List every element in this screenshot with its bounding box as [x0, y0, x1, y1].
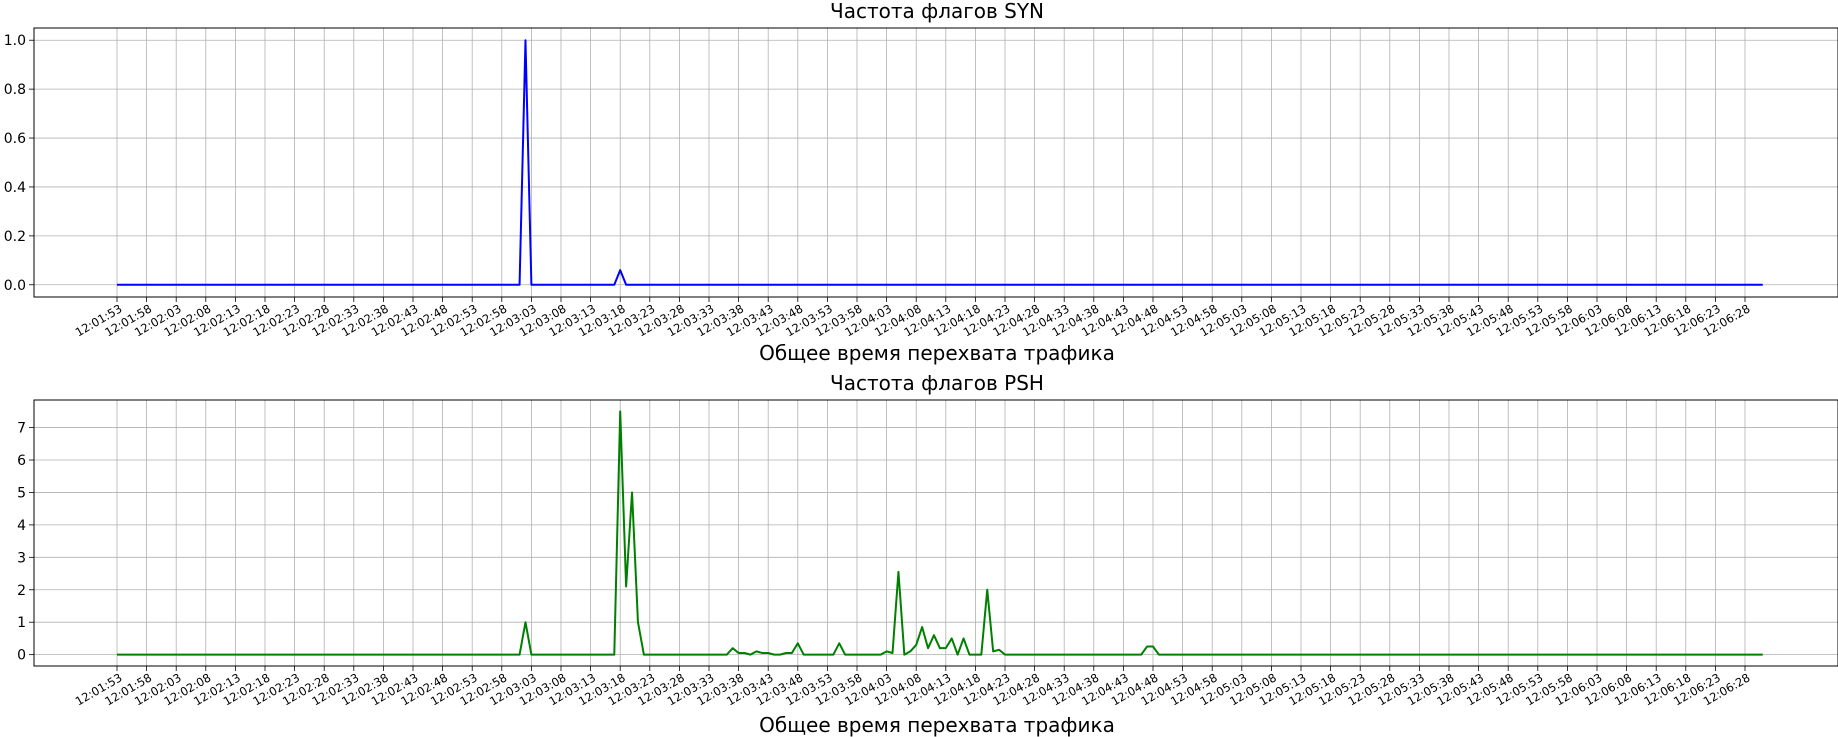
syn-chart-axes [33, 27, 1838, 298]
syn-chart-y-tick-label: 0.0 [4, 278, 26, 294]
psh-chart-y-tick-label: 1 [17, 615, 26, 631]
syn-chart-y-tick-label: 0.4 [4, 180, 26, 196]
syn-chart-xlabel: Общее время перехвата трафика [759, 341, 1115, 365]
psh-chart-y-tick-label: 7 [17, 421, 26, 437]
syn-chart-series [117, 39, 1763, 286]
syn-chart-y-ticks: 0.0 0.2 0.4 0.6 0.8 1.0 [4, 33, 34, 294]
psh-chart-y-tick-label: 5 [17, 485, 26, 501]
psh-chart-y-tick-label: 4 [17, 518, 26, 534]
syn-chart-frame [33, 27, 1838, 298]
syn-chart-y-tick-label: 0.2 [4, 229, 26, 245]
psh-chart-axes [33, 399, 1838, 667]
psh-chart-y-tick-label: 2 [17, 583, 26, 599]
syn-chart-title: Частота флагов SYN [830, 0, 1044, 23]
psh-chart-y-ticks: 0 1 2 3 4 5 6 7 [17, 421, 34, 664]
syn-chart-line [117, 39, 1763, 286]
syn-chart-y-tick-label: 0.8 [4, 82, 26, 98]
syn-chart-y-tick-label: 0.6 [4, 131, 26, 147]
psh-chart-title: Частота флагов PSH [830, 371, 1044, 395]
psh-chart-line [117, 410, 1763, 656]
syn-chart-grid [34, 28, 1838, 297]
psh-chart-y-tick-label: 0 [17, 648, 26, 664]
psh-chart-grid [34, 400, 1838, 666]
psh-chart-frame [33, 399, 1838, 667]
psh-chart-y-tick-label: 6 [17, 453, 26, 469]
syn-chart-y-tick-label: 1.0 [4, 33, 26, 49]
psh-chart-series [117, 410, 1763, 656]
psh-chart-xlabel: Общее время перехвата трафика [759, 713, 1115, 737]
psh-chart-y-tick-label: 3 [17, 550, 26, 566]
